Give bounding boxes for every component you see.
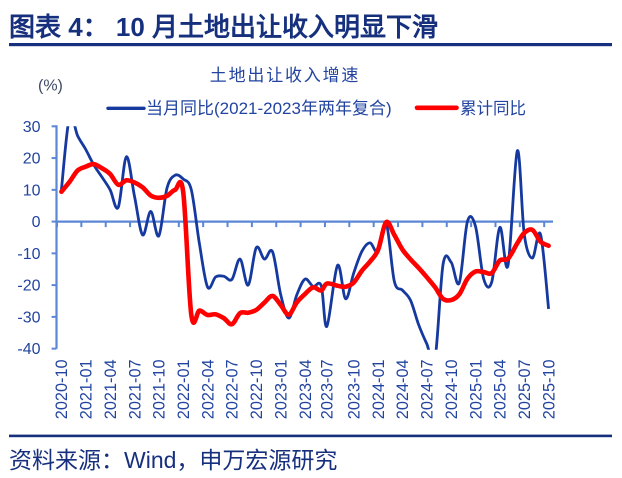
- svg-text:2022-10: 2022-10: [248, 359, 266, 419]
- svg-text:2021-04: 2021-04: [102, 359, 120, 419]
- svg-text:2024-04: 2024-04: [394, 359, 412, 419]
- svg-text:2022-04: 2022-04: [199, 359, 217, 419]
- svg-text:2022-07: 2022-07: [224, 359, 242, 419]
- svg-text:20: 20: [23, 151, 41, 168]
- svg-text:2022-01: 2022-01: [175, 359, 193, 419]
- svg-text:2023-07: 2023-07: [319, 359, 337, 419]
- svg-text:2023-04: 2023-04: [297, 359, 315, 419]
- svg-text:2023-01: 2023-01: [272, 359, 290, 419]
- svg-text:2021-07: 2021-07: [126, 359, 144, 419]
- svg-text:累计同比: 累计同比: [460, 99, 526, 118]
- svg-text:2021-10: 2021-10: [151, 359, 169, 419]
- svg-text:-40: -40: [17, 341, 40, 358]
- svg-text:30: 30: [23, 119, 41, 136]
- svg-text:2020-10: 2020-10: [53, 359, 71, 419]
- svg-text:2025-07: 2025-07: [516, 359, 534, 419]
- svg-text:2021-01: 2021-01: [78, 359, 96, 419]
- svg-text:当月同比(2021-2023年两年复合): 当月同比(2021-2023年两年复合): [146, 99, 392, 118]
- svg-text:10: 10: [23, 182, 41, 199]
- svg-text:2025-04: 2025-04: [492, 359, 510, 419]
- svg-text:-10: -10: [17, 246, 40, 263]
- svg-text:(%): (%): [38, 78, 63, 95]
- svg-text:2024-01: 2024-01: [370, 359, 388, 419]
- svg-text:2025-01: 2025-01: [467, 359, 485, 419]
- svg-text:0: 0: [32, 214, 41, 231]
- svg-text:2024-10: 2024-10: [443, 359, 461, 419]
- svg-text:2024-07: 2024-07: [419, 359, 437, 419]
- svg-text:2023-10: 2023-10: [346, 359, 364, 419]
- svg-text:土地出让收入增速: 土地出让收入增速: [210, 66, 360, 85]
- svg-text:图表 4： 10 月土地出让收入明显下滑: 图表 4： 10 月土地出让收入明显下滑: [9, 12, 438, 42]
- svg-text:-30: -30: [17, 309, 40, 326]
- svg-text:2025-10: 2025-10: [540, 359, 558, 419]
- svg-text:-20: -20: [17, 278, 40, 295]
- svg-text:资料来源：Wind，申万宏源研究: 资料来源：Wind，申万宏源研究: [9, 447, 337, 473]
